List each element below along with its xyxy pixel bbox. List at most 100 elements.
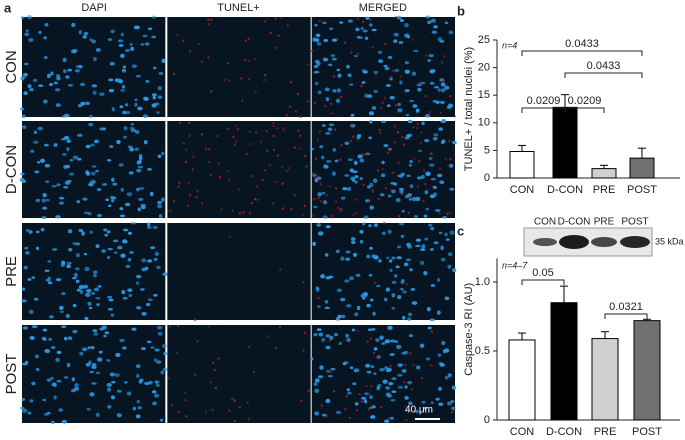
nucleus: [412, 104, 418, 108]
tunel-spot: [442, 79, 446, 83]
tunel-spot: [272, 124, 276, 128]
tunel-spot: [412, 126, 415, 129]
tunel-spot: [405, 405, 408, 408]
nucleus: [111, 381, 116, 384]
nucleus: [320, 191, 326, 195]
tunel-spot: [182, 39, 185, 43]
nucleus: [19, 406, 25, 410]
nucleus: [83, 31, 89, 36]
nucleus: [406, 134, 411, 138]
nucleus: [46, 378, 52, 382]
nucleus: [74, 383, 79, 388]
tunel-spot: [381, 101, 384, 104]
tunel-spot: [274, 180, 277, 184]
tunel-spot: [208, 148, 211, 151]
tunel-spot: [272, 134, 275, 138]
nucleus: [44, 22, 49, 27]
tunel-spot: [272, 121, 275, 125]
nucleus: [316, 223, 321, 227]
nucleus: [449, 230, 455, 235]
nucleus: [310, 357, 314, 361]
tunel-spot: [303, 331, 306, 335]
tunel-spot: [238, 211, 242, 215]
tunel-spot: [287, 167, 291, 170]
nucleus: [373, 89, 379, 93]
nucleus: [129, 251, 134, 254]
nucleus: [151, 93, 157, 97]
nucleus: [325, 345, 331, 350]
nucleus: [383, 419, 390, 423]
y-tick-label: 20: [478, 62, 490, 74]
tunel-spot: [253, 197, 257, 201]
tunel-spot: [387, 417, 390, 421]
nucleus: [157, 331, 163, 336]
tunel-spot: [263, 169, 267, 172]
nucleus: [429, 69, 435, 74]
nucleus: [152, 96, 156, 100]
nucleus: [347, 73, 352, 78]
nucleus: [112, 182, 118, 186]
nucleus: [56, 183, 61, 187]
nucleus: [129, 147, 135, 152]
nucleus: [135, 274, 142, 279]
tunel-spot: [394, 104, 398, 107]
tunel-spot: [226, 62, 229, 65]
nucleus: [335, 249, 340, 254]
nucleus: [440, 340, 446, 346]
tunel-spot: [412, 363, 415, 367]
tunel-spot: [200, 133, 204, 136]
nucleus: [438, 386, 442, 391]
tunel-spot: [329, 370, 332, 374]
tunel-spot: [313, 101, 317, 105]
nucleus: [347, 158, 353, 161]
micrograph-bg: [167, 325, 311, 423]
blot-label: PRE: [594, 217, 615, 228]
nucleus: [132, 406, 137, 411]
nucleus: [93, 273, 97, 278]
nucleus: [344, 279, 350, 283]
nucleus: [63, 336, 68, 341]
nucleus: [47, 260, 52, 263]
tunel-spot: [247, 418, 250, 421]
tunel-spot: [299, 134, 302, 137]
nucleus: [112, 239, 119, 243]
nucleus: [156, 265, 161, 270]
nucleus: [157, 95, 163, 99]
micrograph: [310, 325, 457, 423]
nucleus: [438, 362, 444, 365]
tunel-spot: [172, 72, 176, 75]
nucleus: [154, 251, 160, 256]
nucleus: [309, 147, 315, 151]
tunel-spot: [219, 175, 222, 179]
tunel-spot: [332, 389, 336, 393]
tunel-spot: [448, 139, 451, 143]
nucleus: [76, 288, 81, 292]
x-tick-label: D-CON: [547, 184, 583, 196]
nucleus: [83, 211, 90, 215]
nucleus: [377, 50, 383, 54]
nucleus: [433, 241, 439, 245]
nucleus: [93, 287, 100, 292]
tunel-spot: [185, 148, 188, 151]
nucleus: [401, 369, 407, 373]
nucleus: [354, 312, 359, 317]
tunel-spot: [405, 419, 408, 422]
nucleus: [156, 111, 160, 114]
tunel-spot: [275, 46, 278, 49]
nucleus: [85, 101, 90, 106]
nucleus: [368, 406, 373, 409]
tunel-spot: [207, 18, 210, 22]
nucleus: [85, 144, 91, 149]
nucleus: [105, 198, 109, 202]
nucleus: [436, 277, 441, 282]
nucleus: [96, 357, 103, 362]
nucleus: [106, 159, 112, 162]
nucleus: [368, 111, 375, 116]
nucleus: [379, 336, 384, 340]
nucleus: [95, 244, 100, 248]
nucleus: [401, 210, 405, 213]
nucleus: [371, 327, 376, 331]
nucleus: [368, 136, 372, 140]
nucleus: [79, 289, 84, 295]
nucleus: [139, 378, 144, 382]
